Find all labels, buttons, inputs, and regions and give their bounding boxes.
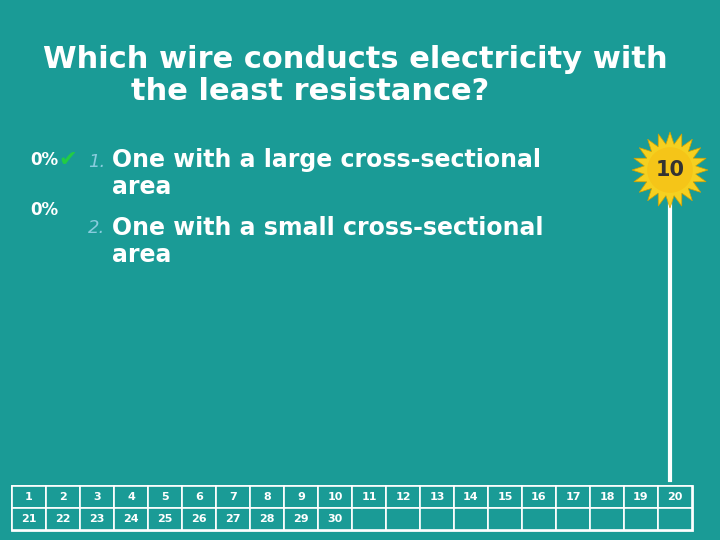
FancyBboxPatch shape — [182, 508, 216, 530]
Text: 21: 21 — [22, 514, 37, 524]
Text: 7: 7 — [229, 492, 237, 502]
FancyBboxPatch shape — [624, 486, 658, 508]
FancyBboxPatch shape — [114, 486, 148, 508]
FancyBboxPatch shape — [12, 508, 46, 530]
FancyBboxPatch shape — [556, 508, 590, 530]
Text: area: area — [112, 175, 171, 199]
FancyBboxPatch shape — [556, 486, 590, 508]
Text: 9: 9 — [297, 492, 305, 502]
Text: 0%: 0% — [30, 151, 58, 169]
Text: area: area — [112, 243, 171, 267]
Text: 8: 8 — [263, 492, 271, 502]
Text: 13: 13 — [429, 492, 445, 502]
Text: 14: 14 — [463, 492, 479, 502]
FancyBboxPatch shape — [488, 486, 522, 508]
Text: 30: 30 — [328, 514, 343, 524]
FancyBboxPatch shape — [216, 508, 250, 530]
FancyBboxPatch shape — [318, 486, 352, 508]
FancyBboxPatch shape — [12, 486, 46, 508]
Text: 1: 1 — [25, 492, 33, 502]
Text: 28: 28 — [259, 514, 275, 524]
FancyBboxPatch shape — [658, 486, 692, 508]
FancyBboxPatch shape — [80, 508, 114, 530]
FancyBboxPatch shape — [352, 508, 386, 530]
FancyBboxPatch shape — [148, 486, 182, 508]
FancyBboxPatch shape — [46, 508, 80, 530]
Text: 17: 17 — [565, 492, 581, 502]
Text: One with a small cross-sectional: One with a small cross-sectional — [112, 216, 544, 240]
FancyBboxPatch shape — [80, 486, 114, 508]
Text: 10: 10 — [655, 160, 685, 180]
FancyBboxPatch shape — [250, 508, 284, 530]
Text: 3: 3 — [93, 492, 101, 502]
Text: 0%: 0% — [30, 201, 58, 219]
Text: 2: 2 — [59, 492, 67, 502]
FancyBboxPatch shape — [352, 486, 386, 508]
Text: 15: 15 — [498, 492, 513, 502]
FancyBboxPatch shape — [658, 508, 692, 530]
Text: ✔: ✔ — [59, 150, 77, 170]
FancyBboxPatch shape — [148, 508, 182, 530]
Text: 29: 29 — [293, 514, 309, 524]
FancyBboxPatch shape — [590, 486, 624, 508]
Text: 1.: 1. — [88, 153, 105, 171]
Circle shape — [648, 148, 692, 192]
FancyBboxPatch shape — [216, 486, 250, 508]
FancyBboxPatch shape — [386, 508, 420, 530]
FancyBboxPatch shape — [386, 486, 420, 508]
FancyBboxPatch shape — [420, 508, 454, 530]
Text: the least resistance?: the least resistance? — [131, 78, 489, 106]
Text: 19: 19 — [633, 492, 649, 502]
FancyBboxPatch shape — [284, 486, 318, 508]
Text: 22: 22 — [55, 514, 71, 524]
FancyBboxPatch shape — [488, 508, 522, 530]
Text: Which wire conducts electricity with: Which wire conducts electricity with — [42, 45, 667, 75]
FancyBboxPatch shape — [454, 508, 488, 530]
Text: 16: 16 — [531, 492, 546, 502]
Text: 27: 27 — [225, 514, 240, 524]
FancyBboxPatch shape — [250, 486, 284, 508]
FancyBboxPatch shape — [454, 486, 488, 508]
Text: 26: 26 — [192, 514, 207, 524]
Text: 25: 25 — [157, 514, 173, 524]
Text: 24: 24 — [123, 514, 139, 524]
FancyBboxPatch shape — [182, 486, 216, 508]
Text: 18: 18 — [599, 492, 615, 502]
FancyBboxPatch shape — [624, 508, 658, 530]
Text: One with a large cross-sectional: One with a large cross-sectional — [112, 148, 541, 172]
Text: 4: 4 — [127, 492, 135, 502]
FancyBboxPatch shape — [114, 508, 148, 530]
FancyBboxPatch shape — [420, 486, 454, 508]
Text: 5: 5 — [161, 492, 168, 502]
FancyBboxPatch shape — [46, 486, 80, 508]
FancyBboxPatch shape — [318, 508, 352, 530]
Text: 20: 20 — [667, 492, 683, 502]
Text: 10: 10 — [328, 492, 343, 502]
FancyBboxPatch shape — [522, 508, 556, 530]
Polygon shape — [632, 132, 708, 208]
Text: 12: 12 — [395, 492, 410, 502]
Text: 11: 11 — [361, 492, 377, 502]
FancyBboxPatch shape — [522, 486, 556, 508]
Text: 23: 23 — [89, 514, 104, 524]
Text: 2.: 2. — [88, 219, 105, 237]
FancyBboxPatch shape — [12, 486, 692, 530]
FancyBboxPatch shape — [284, 508, 318, 530]
Text: 6: 6 — [195, 492, 203, 502]
FancyBboxPatch shape — [590, 508, 624, 530]
